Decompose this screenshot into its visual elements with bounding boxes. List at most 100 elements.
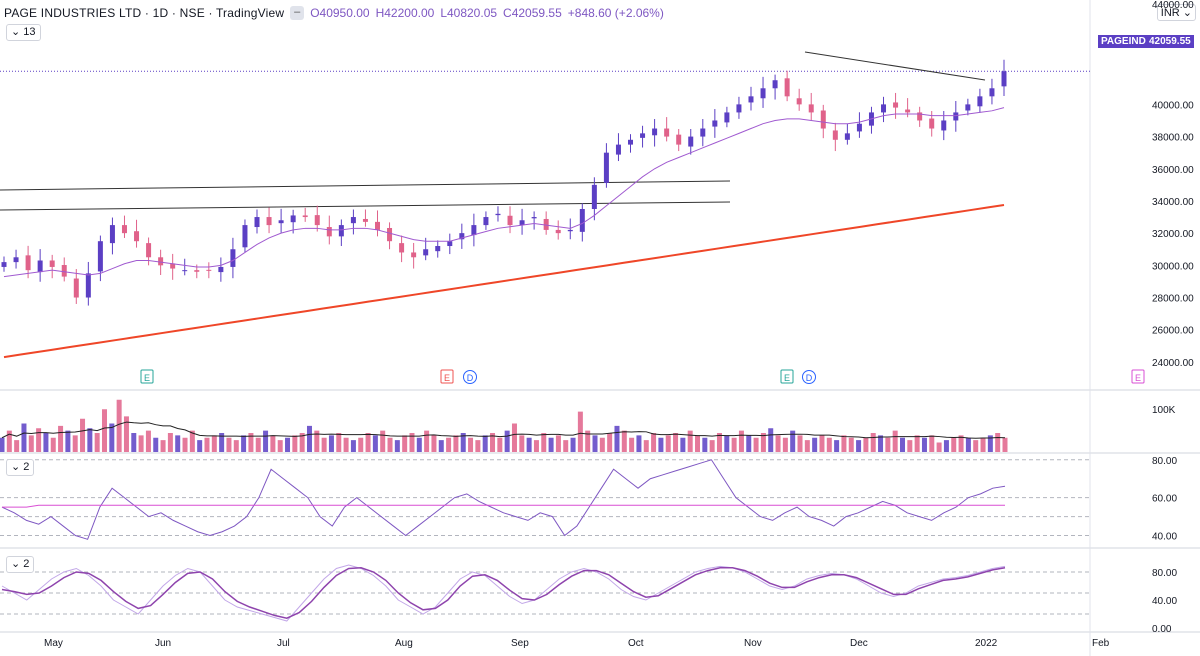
rsi-tick-label: 40.00 [1152, 532, 1177, 543]
candle-body [772, 80, 778, 89]
event-letter: D [467, 373, 474, 383]
event-marker-e[interactable]: E [780, 369, 794, 384]
price-tick-label: 40000.00 [1152, 100, 1194, 111]
candle-body [712, 120, 718, 127]
stoch-indicator-toggle[interactable]: ⌄ 2 [6, 556, 35, 573]
earnings-icon [1131, 369, 1145, 384]
volume-bar [87, 428, 93, 452]
trendline-lower [0, 201, 731, 211]
volume-bar [768, 428, 774, 452]
ma-short-line [3, 107, 1005, 278]
candle-body [760, 88, 766, 99]
volume-bar [878, 435, 884, 452]
volume-bar [475, 440, 481, 452]
price-tick-label: 38000.00 [1152, 133, 1194, 144]
volume-bar [870, 433, 876, 452]
candle-body [567, 229, 573, 232]
candle-body [37, 260, 43, 273]
dividend-icon [802, 370, 816, 384]
ma-length-label: 13 [23, 26, 36, 38]
time-tick-label: Jun [155, 638, 171, 649]
volume-bar [929, 435, 935, 452]
candle-body [555, 229, 561, 234]
volume-bar [21, 423, 27, 452]
candle-body [121, 225, 127, 234]
candle-body [13, 257, 19, 263]
volume-bar [101, 409, 107, 452]
volume-bar [848, 437, 854, 452]
volume-tick-label: 100K [1152, 405, 1176, 416]
volume-bar [116, 399, 122, 452]
volume-bar [709, 440, 715, 452]
candle-body [146, 243, 152, 258]
event-marker-e[interactable]: E [440, 369, 454, 384]
event-marker-d[interactable]: D [463, 370, 477, 384]
volume-bar [263, 430, 269, 452]
volume-bar [921, 437, 927, 452]
volume-bar [951, 437, 957, 452]
price-tick-label: 24000.00 [1152, 358, 1194, 369]
event-marker-e[interactable]: E [140, 369, 154, 384]
chevron-down-icon: ⌄ [1182, 7, 1192, 19]
volume-bar [892, 430, 898, 452]
currency-selector[interactable]: INR ⌄ [1156, 4, 1196, 21]
rsi-indicator-toggle[interactable]: ⌄ 2 [6, 459, 35, 476]
volume-bar [885, 437, 891, 452]
volume-bar [233, 440, 239, 452]
candle-body [447, 241, 453, 247]
candle-body [194, 270, 200, 272]
ohlc-change: +848.60 (+2.06%) [567, 6, 664, 20]
symbol-title[interactable]: PAGE INDUSTRIES LTD · 1D · NSE · Trading… [4, 6, 285, 20]
volume-bar [570, 437, 576, 452]
candle-body [302, 215, 308, 218]
collapse-legend-icon[interactable]: – [290, 6, 305, 20]
chevron-down-icon: ⌄ [11, 558, 21, 570]
volume-bar [277, 440, 283, 452]
volume-bar [43, 433, 49, 452]
volume-bar [541, 433, 547, 452]
stoch-tick-label: 80.00 [1152, 568, 1177, 579]
candle-body [844, 133, 850, 140]
time-tick-label: Oct [628, 638, 644, 649]
stoch-k-line [1, 567, 1006, 619]
candle-body [856, 123, 862, 132]
volume-bar [50, 437, 56, 452]
volume-bar [211, 435, 217, 452]
event-marker-e[interactable]: E [1131, 369, 1145, 384]
volume-bar [285, 437, 291, 452]
candle-body [579, 209, 585, 232]
candle-body [230, 249, 236, 267]
candle-body [1001, 71, 1007, 87]
ma-indicator-toggle[interactable]: ⌄ 13 [6, 24, 41, 41]
candle-body [820, 110, 826, 129]
volume-bar [987, 435, 993, 452]
volume-bar [965, 437, 971, 452]
event-letter: D [806, 373, 813, 383]
volume-bar [629, 437, 635, 452]
candle-body [929, 118, 935, 129]
ohlc-high: H42200.00 [375, 6, 435, 20]
candle-body [700, 128, 706, 137]
volume-bar [0, 437, 5, 452]
volume-bar [504, 430, 510, 452]
volume-bar [680, 437, 686, 452]
candle-body [615, 144, 621, 155]
price-tick-label: 26000.00 [1152, 326, 1194, 337]
volume-bar [651, 433, 657, 452]
volume-bar [160, 440, 166, 452]
volume-bar [673, 433, 679, 452]
volume-bar [58, 425, 64, 452]
time-tick-label: 2022 [975, 638, 998, 649]
candle-body [591, 184, 597, 209]
ma-long-line [3, 203, 1005, 359]
candle-body [326, 227, 332, 237]
volume-bar [607, 433, 613, 452]
volume-bar [197, 440, 203, 452]
candle-body [338, 225, 344, 237]
volume-bar [336, 433, 342, 452]
event-marker-d[interactable]: D [802, 370, 816, 384]
volume-bar [453, 435, 459, 452]
candle-body [748, 96, 754, 103]
volume-bar [533, 440, 539, 452]
volume-bar [900, 437, 906, 452]
